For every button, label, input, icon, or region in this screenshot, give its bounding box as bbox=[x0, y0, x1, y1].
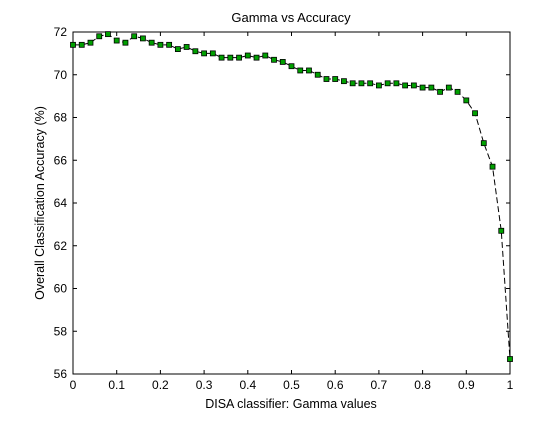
data-point bbox=[131, 33, 138, 40]
x-tick-label: 0.6 bbox=[327, 378, 344, 392]
x-tick-label: 0.7 bbox=[371, 378, 388, 392]
data-point bbox=[122, 39, 129, 46]
data-point bbox=[253, 54, 260, 61]
y-tick-label: 70 bbox=[54, 68, 68, 82]
x-tick-label: 0 bbox=[70, 378, 77, 392]
data-point bbox=[349, 80, 356, 87]
y-tick-label: 68 bbox=[54, 111, 68, 125]
data-point bbox=[192, 48, 199, 55]
x-tick-label: 0.1 bbox=[108, 378, 125, 392]
data-point bbox=[367, 80, 374, 87]
data-point bbox=[157, 41, 164, 48]
data-point bbox=[410, 82, 417, 89]
y-tick-label: 72 bbox=[54, 25, 68, 39]
x-tick-label: 0.5 bbox=[283, 378, 300, 392]
x-tick-label: 0.8 bbox=[414, 378, 431, 392]
data-point bbox=[341, 78, 347, 85]
data-point bbox=[140, 35, 146, 42]
data-point bbox=[218, 54, 225, 61]
x-tick-label: 1 bbox=[507, 378, 514, 392]
data-point bbox=[297, 67, 304, 74]
plot-frame bbox=[72, 31, 511, 375]
data-point bbox=[480, 140, 487, 147]
x-axis: 0 0.1 0.2 0.3 0.4 0.5 0.6 0.7 0.8 0.9 1 bbox=[70, 32, 514, 392]
y-tick-label: 64 bbox=[54, 196, 68, 210]
y-tick-label: 62 bbox=[54, 239, 68, 253]
x-tick-label: 0.9 bbox=[458, 378, 475, 392]
data-point bbox=[375, 82, 382, 89]
data-point bbox=[166, 41, 173, 48]
data-point bbox=[437, 88, 443, 95]
data-point bbox=[227, 54, 234, 61]
data-point bbox=[174, 46, 181, 52]
x-tick-label: 0.4 bbox=[239, 378, 256, 392]
data-point bbox=[498, 227, 505, 234]
data-point bbox=[70, 41, 76, 48]
data-point bbox=[332, 76, 339, 82]
x-tick-label: 0.2 bbox=[152, 378, 169, 392]
data-point bbox=[489, 163, 496, 170]
data-point bbox=[507, 356, 513, 362]
y-axis: 56 58 60 62 64 66 68 70 72 bbox=[54, 25, 510, 381]
y-axis-title: Overall Classification Accuracy (%) bbox=[33, 106, 47, 300]
y-tick-label: 66 bbox=[54, 153, 68, 167]
data-point bbox=[314, 71, 321, 78]
data-point bbox=[279, 59, 286, 65]
chart-title: Gamma vs Accuracy bbox=[231, 10, 351, 25]
x-tick-label: 0.3 bbox=[196, 378, 213, 392]
data-point bbox=[419, 84, 426, 91]
y-tick-label: 56 bbox=[54, 367, 68, 381]
data-point bbox=[105, 31, 111, 38]
data-point bbox=[402, 82, 409, 89]
x-axis-title: DISA classifier: Gamma values bbox=[205, 397, 377, 411]
data-point bbox=[384, 80, 391, 87]
data-point bbox=[201, 50, 208, 57]
y-tick-label: 58 bbox=[54, 324, 68, 338]
data-point bbox=[454, 88, 461, 95]
data-markers bbox=[70, 31, 513, 362]
data-point bbox=[183, 44, 190, 50]
data-point bbox=[236, 54, 242, 61]
data-point bbox=[306, 67, 312, 74]
data-point bbox=[323, 76, 330, 82]
data-point bbox=[78, 41, 85, 48]
data-point bbox=[96, 33, 103, 40]
data-point bbox=[209, 50, 216, 57]
data-point bbox=[472, 110, 478, 117]
data-point bbox=[262, 52, 269, 59]
data-point bbox=[358, 80, 365, 87]
data-point bbox=[148, 39, 155, 46]
y-tick-label: 60 bbox=[54, 282, 68, 296]
data-point bbox=[445, 84, 452, 91]
data-point bbox=[113, 37, 120, 44]
data-point bbox=[463, 97, 470, 104]
data-point bbox=[244, 52, 251, 59]
data-point bbox=[393, 80, 400, 87]
data-point bbox=[288, 63, 295, 70]
data-point bbox=[87, 39, 94, 46]
data-point bbox=[428, 84, 435, 91]
data-point bbox=[271, 56, 277, 63]
